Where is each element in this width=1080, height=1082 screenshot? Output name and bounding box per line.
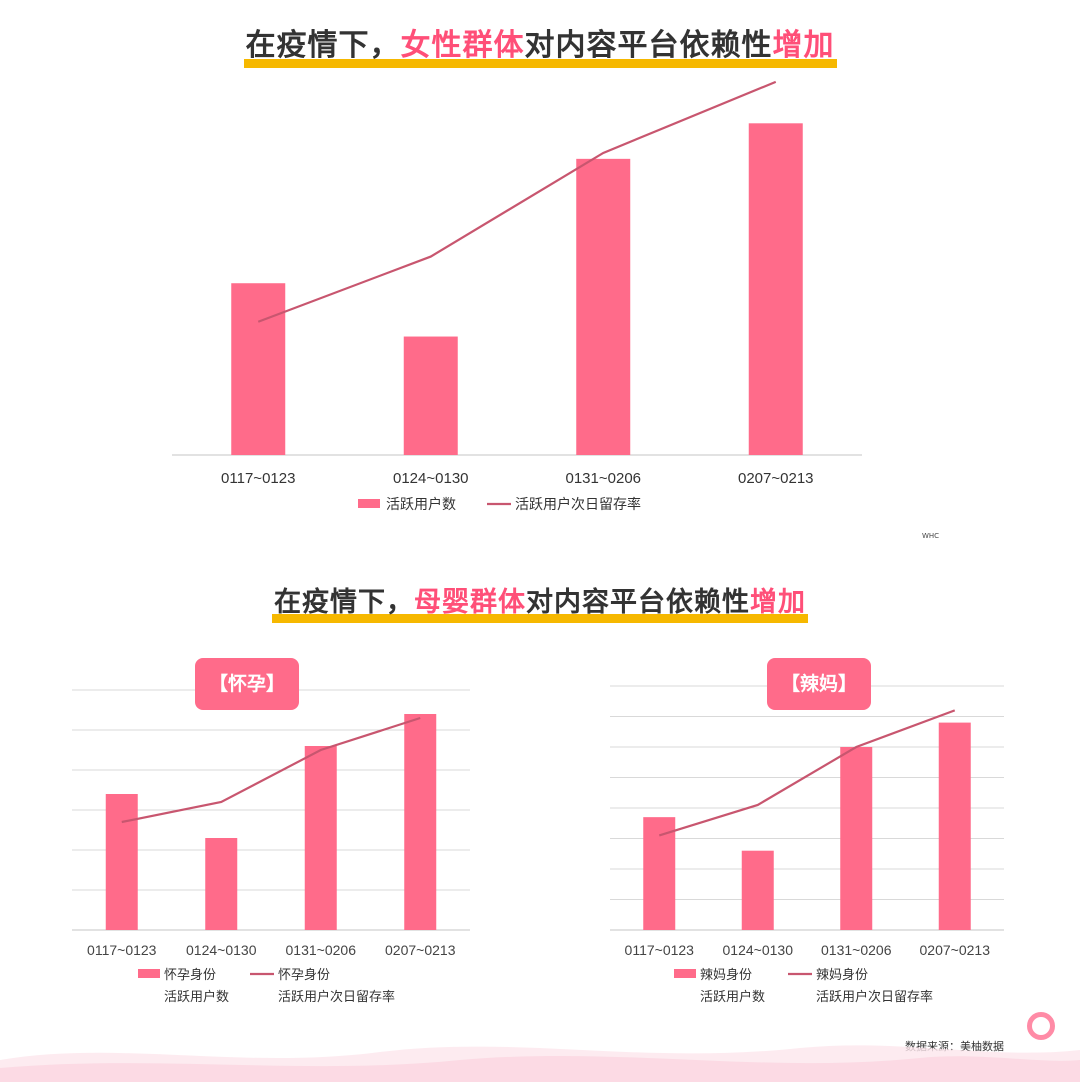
- title-top-highlight-increase: 增加: [772, 28, 835, 63]
- title-bottom-highlight-group: 母婴群体: [414, 587, 526, 618]
- chart2-line: [658, 709, 956, 837]
- chart2-tick-label: 0131~0206: [821, 942, 892, 958]
- chart2-legend-line-label-1: 辣妈身份: [816, 967, 868, 983]
- chart1-tick-label: 0117~0123: [87, 942, 157, 958]
- chart0-tick-label: 0131~0206: [566, 470, 642, 487]
- chart2-bar: [741, 850, 774, 930]
- title-bottom: 在疫情下，母婴群体对内容平台依赖性增加: [272, 580, 808, 623]
- chart2-tick-label: 0117~0123: [625, 942, 695, 958]
- chart1-bar: [304, 746, 337, 930]
- chart1-tick-label: 0131~0206: [286, 942, 357, 958]
- chart2-bar: [938, 722, 971, 930]
- chart0-tick-label: 0124~0130: [393, 470, 469, 487]
- chart2-legend-bar-label-2: 活跃用户数: [700, 989, 765, 1005]
- chart1-tick-label: 0124~0130: [186, 942, 257, 958]
- title-bottom-highlight-increase: 增加: [750, 587, 806, 618]
- chart2-legend-bar-swatch: [674, 969, 696, 978]
- decorative-wave: [0, 1045, 1080, 1082]
- chart1-bar: [105, 794, 138, 930]
- chart1-tick-label: 0207~0213: [385, 942, 456, 958]
- chart0-bar: [576, 158, 631, 455]
- watermark: WHC: [922, 532, 940, 540]
- chart2-bar: [643, 817, 676, 930]
- title-top-highlight-group: 女性群体: [400, 28, 525, 63]
- title-bottom-pre: 在疫情下，: [274, 587, 414, 618]
- title-bottom-mid: 对内容平台依赖性: [526, 587, 750, 618]
- chart1-legend-line-label-2: 活跃用户次日留存率: [278, 989, 395, 1005]
- chart1-legend-bar-label-1: 怀孕身份: [164, 967, 216, 983]
- chart1-legend-bar-label-2: 活跃用户数: [164, 989, 229, 1005]
- chart2-legend-line-label-2: 活跃用户次日留存率: [816, 989, 933, 1005]
- chart0-tick-label: 0117~0123: [221, 470, 295, 487]
- tag-hot-mom: 【辣妈】: [767, 658, 872, 710]
- chart1-line: [121, 716, 421, 824]
- ring-icon: [1027, 1012, 1055, 1040]
- title-top-wrap: 在疫情下，女性群体对内容平台依赖性增加: [0, 20, 1080, 68]
- chart1-bar: [205, 838, 238, 930]
- title-top-mid: 对内容平台依赖性: [524, 28, 773, 63]
- chart0-bar: [748, 123, 803, 456]
- chart2-legend-bar-label-1: 辣妈身份: [700, 967, 752, 983]
- title-top-pre: 在疫情下，: [245, 28, 401, 63]
- chart0-legend-bar-swatch: [358, 499, 380, 508]
- chart0-legend-bar-label: 活跃用户数: [386, 496, 456, 513]
- title-top: 在疫情下，女性群体对内容平台依赖性增加: [243, 20, 837, 68]
- tag-pregnant: 【怀孕】: [195, 658, 300, 710]
- chart0-line: [257, 80, 777, 323]
- chart2-bar: [840, 747, 873, 930]
- chart0-legend-line-label: 活跃用户次日留存率: [515, 496, 641, 513]
- chart0-tick-label: 0207~0213: [738, 470, 814, 487]
- chart1-legend-bar-swatch: [138, 969, 160, 978]
- chart2-tick-label: 0124~0130: [723, 942, 794, 958]
- chart1-bar: [404, 714, 437, 930]
- chart2-tick-label: 0207~0213: [920, 942, 991, 958]
- chart0-bar: [231, 283, 286, 455]
- title-bottom-wrap: 在疫情下，母婴群体对内容平台依赖性增加: [0, 580, 1080, 623]
- chart1-legend-line-label-1: 怀孕身份: [278, 967, 330, 983]
- chart0-bar: [403, 336, 458, 455]
